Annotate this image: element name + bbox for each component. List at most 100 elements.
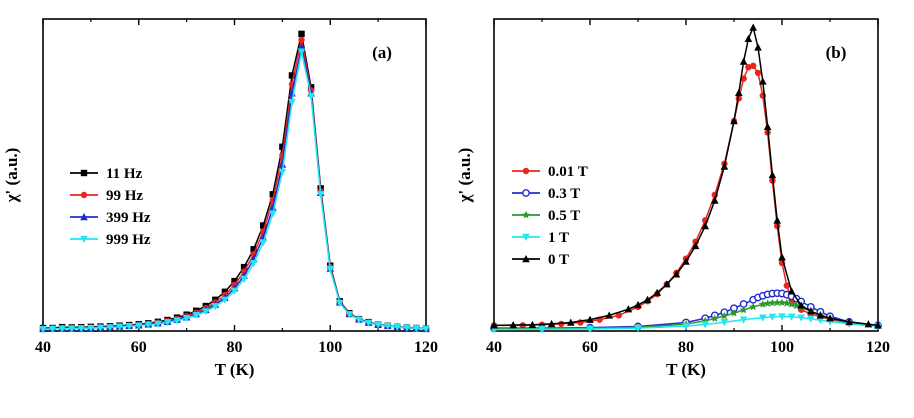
data-point [374, 321, 382, 329]
data-point [730, 308, 738, 317]
data-point [586, 315, 594, 323]
data-point [278, 160, 287, 168]
data-point [778, 313, 786, 321]
panel-label: (a) [372, 43, 392, 62]
data-point [787, 287, 796, 295]
data-point [316, 191, 325, 199]
data-point [182, 315, 191, 323]
data-point [735, 88, 743, 96]
data-point [269, 191, 276, 198]
x-tick-label: 40 [486, 339, 502, 356]
data-point [634, 324, 642, 333]
x-tick-label: 100 [770, 339, 794, 356]
data-point [279, 143, 286, 150]
panel-label: (b) [826, 43, 847, 62]
data-point [739, 57, 748, 65]
data-point [269, 210, 277, 218]
data-point [528, 320, 537, 328]
data-point [144, 321, 153, 329]
data-point [345, 311, 354, 319]
data-point [768, 313, 777, 321]
data-point [201, 308, 210, 316]
data-point [615, 312, 622, 319]
data-point [711, 196, 719, 204]
legend-marker [522, 233, 530, 241]
data-point [787, 300, 796, 308]
data-point [754, 69, 762, 77]
y-axis-label: χ' (a.u.) [2, 148, 21, 204]
x-tick-label: 120 [414, 339, 438, 356]
data-point [739, 305, 748, 314]
data-point [653, 288, 661, 296]
data-point [240, 275, 248, 283]
legend-marker [522, 167, 530, 175]
data-point [624, 305, 633, 313]
data-point [845, 317, 853, 326]
panel-b: 40 60 80 100 120 T (K) χ' (a.u.) (b) 0.01 T 0.3 T… [455, 18, 890, 379]
legend-marker [80, 213, 88, 221]
data-point [826, 314, 834, 322]
series-0-t [490, 23, 882, 329]
data-point [745, 64, 752, 71]
data-point [39, 326, 47, 334]
data-point [163, 319, 172, 327]
data-point [288, 99, 296, 107]
data-point [682, 257, 690, 265]
data-point [115, 323, 124, 331]
legend: 11 Hz 99 Hz 399 Hz 999 Hz [70, 166, 151, 248]
legend-label: 399 Hz [106, 210, 151, 226]
data-point [720, 162, 729, 170]
data-point [778, 298, 786, 307]
data-point [364, 319, 373, 327]
x-tick-label: 40 [35, 339, 51, 356]
data-point [173, 317, 181, 325]
data-point [586, 325, 594, 334]
data-point [754, 43, 762, 51]
data-point [509, 321, 517, 329]
data-point [490, 321, 498, 329]
data-point [48, 325, 57, 333]
data-point [192, 312, 200, 320]
data-point [240, 263, 248, 271]
data-point [773, 216, 781, 224]
data-point [807, 307, 815, 315]
data-point [221, 296, 229, 304]
series-999-hz [39, 48, 430, 334]
data-point [782, 299, 791, 307]
data-point [816, 317, 825, 325]
data-point [67, 325, 76, 333]
legend-marker [522, 255, 530, 263]
x-tick-label: 100 [318, 339, 342, 356]
data-point [797, 314, 805, 322]
x-tick-label: 120 [866, 339, 890, 356]
data-point [744, 34, 753, 43]
legend: 0.01 T 0.3 T 0.5 T 1 T 0 T [512, 164, 588, 268]
data-point [787, 313, 796, 321]
x-tick-label: 80 [678, 339, 694, 356]
data-point [106, 324, 114, 332]
data-point [326, 265, 335, 274]
data-point [768, 171, 777, 179]
data-point [750, 62, 757, 69]
data-point [759, 314, 767, 322]
data-point [567, 318, 575, 326]
legend-marker [80, 191, 88, 199]
data-point [58, 325, 66, 333]
legend-marker [522, 189, 530, 197]
data-point [383, 322, 392, 330]
y-axis-label: χ' (a.u.) [455, 148, 474, 204]
x-tick-label: 80 [227, 339, 243, 356]
legend-marker [80, 169, 88, 177]
data-point [643, 295, 652, 303]
data-point [768, 298, 777, 307]
data-point [249, 260, 258, 268]
data-point [773, 298, 782, 307]
data-point [87, 324, 95, 333]
data-point [403, 324, 411, 332]
data-point [763, 299, 772, 307]
data-point [864, 320, 873, 328]
data-point [538, 326, 546, 334]
data-point [701, 222, 709, 230]
legend-label: 0 T [548, 252, 569, 268]
data-point [77, 325, 86, 333]
